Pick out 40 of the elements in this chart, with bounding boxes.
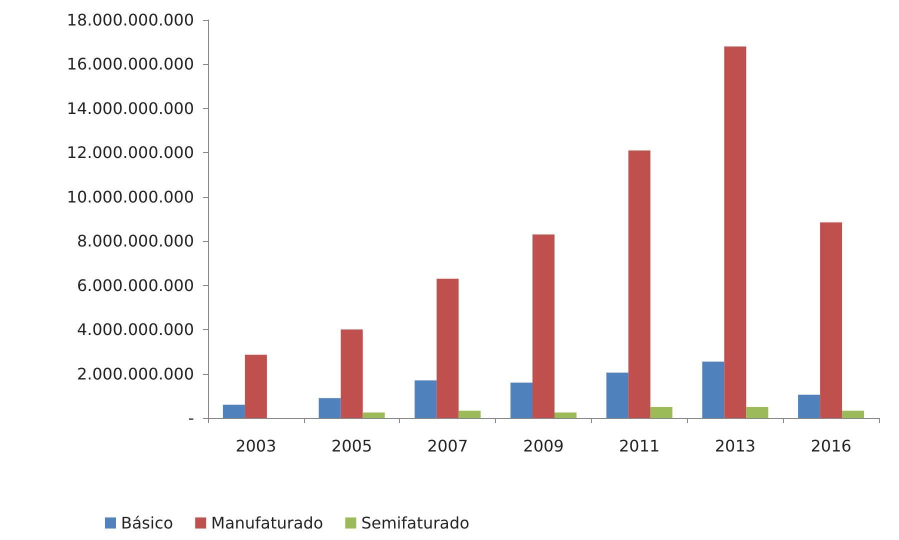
bar (222, 404, 245, 418)
x-tick-label: 2013 (714, 436, 756, 456)
bar (628, 150, 650, 418)
bar (510, 382, 532, 418)
bar (554, 412, 576, 418)
bar (340, 330, 363, 418)
bar (702, 362, 724, 418)
bar (318, 398, 341, 418)
y-tick-label: 18.000.000.000 (66, 10, 194, 30)
x-tick-label: 2009 (523, 436, 564, 456)
x-tick-label: 2011 (619, 436, 660, 456)
bar (362, 412, 385, 418)
y-tick-label: 14.000.000.000 (66, 98, 194, 118)
y-tick-label: 12.000.000.000 (66, 143, 194, 162)
x-tick-label: 2007 (427, 436, 468, 456)
bar (606, 372, 628, 418)
bar (244, 354, 267, 418)
bar (458, 410, 481, 418)
bar (798, 394, 820, 418)
y-tick-label: 4.000.000.000 (76, 320, 194, 340)
bar (436, 278, 459, 418)
bar (724, 46, 746, 418)
x-tick-label: 2016 (810, 436, 852, 456)
y-tick-label: 6.000.000.000 (76, 276, 194, 295)
y-tick-label: 16.000.000.000 (66, 54, 194, 74)
y-tick-label: - (188, 408, 194, 428)
bar (414, 380, 437, 418)
x-tick-label: 2005 (331, 436, 372, 456)
legend-label: Manufaturado (211, 514, 324, 532)
bar (650, 406, 672, 418)
y-tick-label: 10.000.000.000 (66, 187, 194, 206)
y-tick-label: 2.000.000.000 (76, 364, 194, 384)
bar (532, 234, 554, 418)
y-tick-label: 8.000.000.000 (76, 232, 194, 251)
legend-label: Básico (121, 514, 174, 532)
bar (820, 222, 842, 418)
bar (842, 410, 864, 418)
x-tick-label: 2003 (236, 436, 276, 456)
legend-label: Semifaturado (361, 514, 470, 532)
bar (746, 406, 768, 418)
